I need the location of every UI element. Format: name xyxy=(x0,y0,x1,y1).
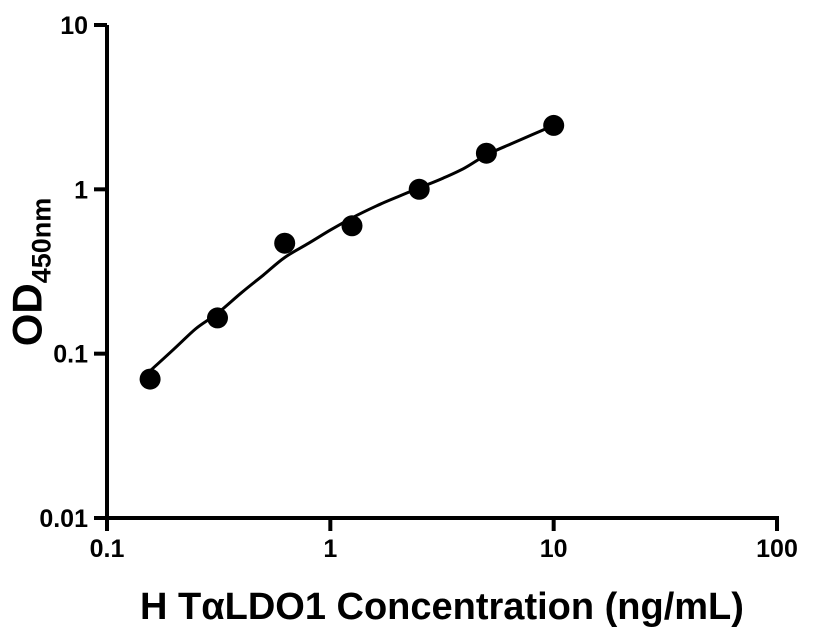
data-point xyxy=(341,215,363,237)
y-axis-title-main: OD xyxy=(3,283,51,347)
axis-frame xyxy=(105,25,779,520)
x-tick-label: 10 xyxy=(540,535,568,563)
x-axis-tick-labels: 0.1 1 10 100 xyxy=(90,535,798,563)
fit-curve xyxy=(148,123,556,373)
x-tick-label: 100 xyxy=(756,535,798,563)
y-tick-label: 1 xyxy=(74,176,88,204)
y-tick-label: 10 xyxy=(60,12,88,40)
y-tick-label: 0.01 xyxy=(39,505,88,533)
y-axis-title: OD450nm xyxy=(3,197,57,347)
data-points xyxy=(139,114,565,390)
x-tick-label: 0.1 xyxy=(90,535,125,563)
y-axis-tick-labels: 10 1 0.1 0.01 xyxy=(39,12,88,533)
x-tick-label: 1 xyxy=(323,535,337,563)
data-point xyxy=(408,178,430,200)
data-point xyxy=(274,232,296,254)
data-point xyxy=(139,368,161,390)
y-axis-title-subscript: 450nm xyxy=(26,197,57,284)
y-tick-label: 0.1 xyxy=(53,341,88,369)
x-axis-ticks xyxy=(105,518,779,531)
x-axis-title: H TαLDO1 Concentration (ng/mL) xyxy=(140,586,744,628)
y-axis-ticks xyxy=(94,23,107,520)
data-point xyxy=(543,114,565,136)
data-point xyxy=(475,142,497,164)
data-point xyxy=(207,307,228,329)
